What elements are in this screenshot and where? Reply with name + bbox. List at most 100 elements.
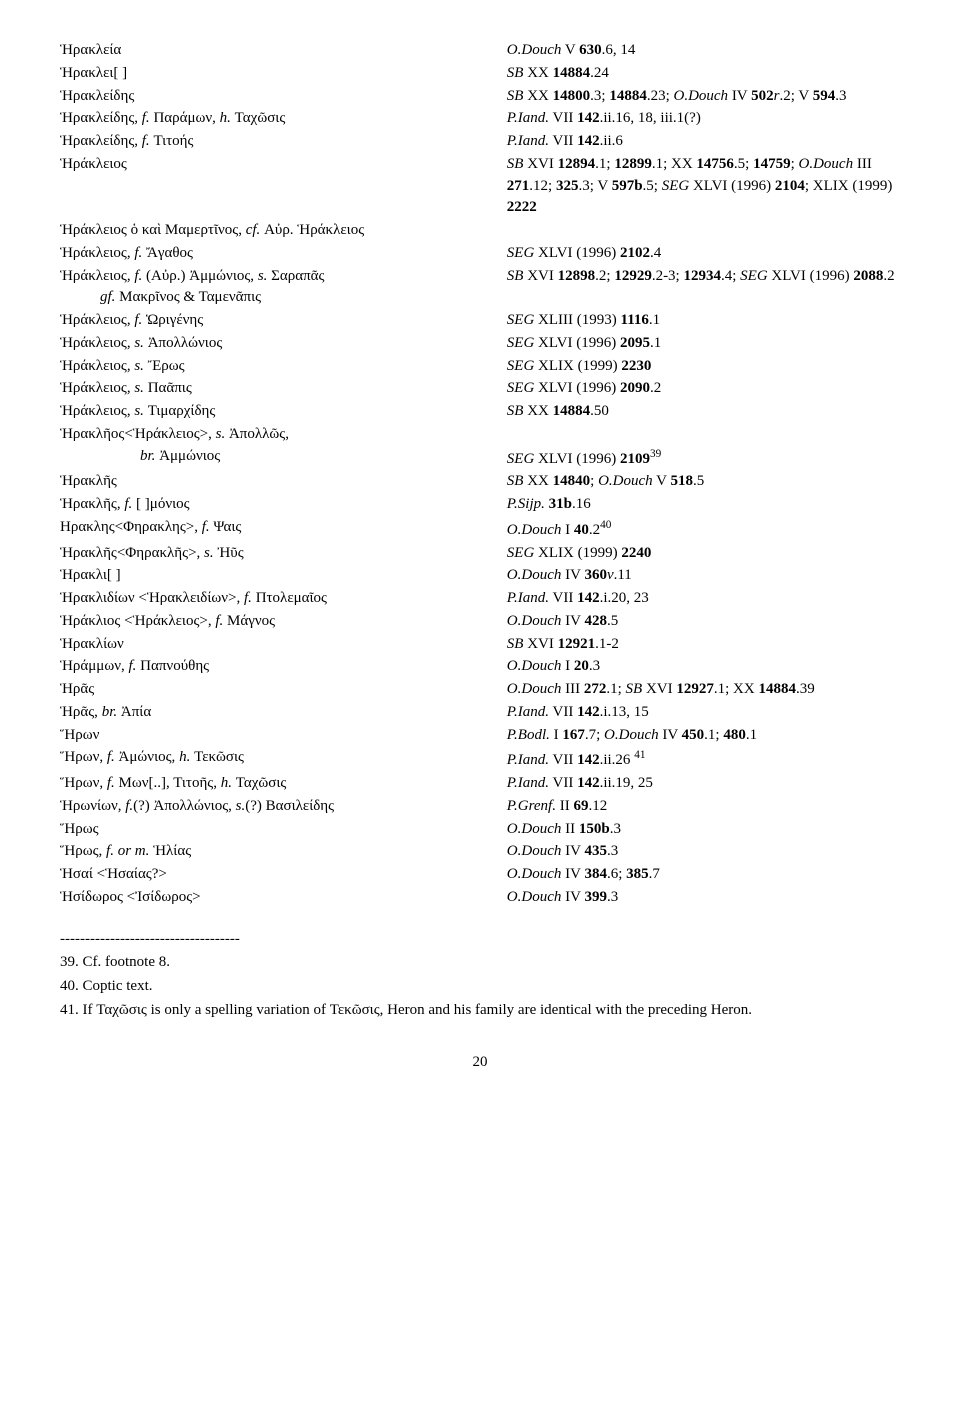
entry-reference: SEG XLIX (1999) 2230 (507, 356, 900, 378)
entry-reference: SEG XLVI (1996) 2095.1 (507, 333, 900, 355)
entries-list: ἩρακλείαO.Douch V 630.6, 14Ἡρακλει[ ]SB … (60, 40, 900, 909)
entry-reference: SB XX 14884.24 (507, 63, 900, 85)
entry-row: Ἡρακλείδης, f. ΤιτοήςP.Iand. VII 142.ii.… (60, 131, 900, 153)
entry-reference: SEG XLVI (1996) 210939 (507, 424, 900, 471)
entry-row: Ἡράκλειος, s. ἜρωςSEG XLIX (1999) 2230 (60, 356, 900, 378)
entry-term: Ἥρων, f. Ἀμώνιος, h. Τεκῶσις (60, 747, 507, 772)
entry-row: ἩρακλίωνSB XVI 12921.1-2 (60, 634, 900, 656)
entry-reference: SB XVI 12921.1-2 (507, 634, 900, 656)
entry-reference: O.Douch IV 399.3 (507, 887, 900, 909)
entry-term: Ἥρων (60, 725, 507, 747)
entry-term: Ἡράκλειος, s. Τιμαρχίδης (60, 401, 507, 423)
entry-term: Ἡράκλιος <Ἡράκλειος>, f. Μάγνος (60, 611, 507, 633)
entry-reference: O.Douch IV 360v.11 (507, 565, 900, 587)
entry-term: Ἡρακλῆος<Ἡράκλειος>, s. Ἀπολλῶς, br. Ἀμμ… (60, 424, 507, 471)
entry-row: Ἡράκλειος, f. ἌγαθοςSEG XLVI (1996) 2102… (60, 243, 900, 265)
entry-term: Ἡράμμων, f. Παπνούθης (60, 656, 507, 678)
entry-term: Ἥρως (60, 819, 507, 841)
entry-reference: P.Iand. VII 142.ii.19, 25 (507, 773, 900, 795)
entry-term: Ἡρακλείδης (60, 86, 507, 108)
entry-row: Ἡράκλειος ὁ καὶ Μαμερτῖνος, cf. Αὐρ. Ἡρά… (60, 220, 900, 242)
entry-reference: O.Douch IV 428.5 (507, 611, 900, 633)
entry-row: Ἡράκλειος, s. ΠαᾶπιςSEG XLVI (1996) 2090… (60, 378, 900, 400)
entry-term: Ἡρακλίων (60, 634, 507, 656)
entry-reference: O.Douch IV 435.3 (507, 841, 900, 863)
entry-reference: P.Iand. VII 142.i.20, 23 (507, 588, 900, 610)
entry-row: Ἡράκλειος, s. ΤιμαρχίδηςSB XX 14884.50 (60, 401, 900, 423)
entry-term: Ἡρακλι[ ] (60, 565, 507, 587)
entry-term: Ἡρακλείδης, f. Παράμων, h. Ταχῶσις (60, 108, 507, 130)
entry-term: Ἡράκλειος, f. Ἄγαθος (60, 243, 507, 265)
entry-row: Ἡρακλιδίων <Ἡρακλειδίων>, f. ΠτολεμαῖοςP… (60, 588, 900, 610)
entry-row: ἭρωςO.Douch II 150b.3 (60, 819, 900, 841)
entry-reference: P.Grenf. II 69.12 (507, 796, 900, 818)
entry-term: Ἡράκλειος (60, 154, 507, 219)
entry-row: Ἡρακλῆος<Ἡράκλειος>, s. Ἀπολλῶς, br. Ἀμμ… (60, 424, 900, 471)
entry-term: Ἡρᾶς (60, 679, 507, 701)
entry-row: Ἡρακλει[ ]SB XX 14884.24 (60, 63, 900, 85)
page-number: 20 (60, 1052, 900, 1074)
entry-reference: P.Iand. VII 142.ii.16, 18, iii.1(?) (507, 108, 900, 130)
entry-term: Ἡρακλεία (60, 40, 507, 62)
footnote-line: 39. Cf. footnote 8. (60, 952, 900, 974)
entry-term: Ἡράκλειος, s. Ἔρως (60, 356, 507, 378)
entry-row: ἩρακλείαO.Douch V 630.6, 14 (60, 40, 900, 62)
entry-reference: P.Sijp. 31b.16 (507, 494, 900, 516)
footnote-line: 41. If Ταχῶσις is only a spelling variat… (60, 1000, 900, 1022)
entry-row: Ἥρως, f. or m. ἩλίαςO.Douch IV 435.3 (60, 841, 900, 863)
footnotes-section: ------------------------------------ 39.… (60, 929, 900, 1022)
entry-term: Ἡρακλῆς<Φηρακλῆς>, s. Ἠῦς (60, 543, 507, 565)
entry-term: Ἥρων, f. Μων[..], Τιτοῆς, h. Ταχῶσις (60, 773, 507, 795)
footnote-separator: ------------------------------------ (60, 929, 900, 951)
entry-row: Ἥρων, f. Ἀμώνιος, h. ΤεκῶσιςP.Iand. VII … (60, 747, 900, 772)
footnote-line: 40. Coptic text. (60, 976, 900, 998)
entry-term: Ἡρακλιδίων <Ἡρακλειδίων>, f. Πτολεμαῖος (60, 588, 507, 610)
entry-reference: P.Iand. VII 142.ii.26 41 (507, 747, 900, 772)
entry-reference: O.Douch II 150b.3 (507, 819, 900, 841)
entry-reference: P.Iand. VII 142.i.13, 15 (507, 702, 900, 724)
entry-row: ἩράκλειοςSB XVI 12894.1; 12899.1; XX 147… (60, 154, 900, 219)
entry-reference: SEG XLIII (1993) 1116.1 (507, 310, 900, 332)
entry-term: Ἥρως, f. or m. Ἡλίας (60, 841, 507, 863)
entry-reference: SB XX 14840; O.Douch V 518.5 (507, 471, 900, 493)
entry-row: ἭρωνP.Bodl. I 167.7; O.Douch IV 450.1; 4… (60, 725, 900, 747)
entry-row: Ἡσαί <Ἡσαίας?>O.Douch IV 384.6; 385.7 (60, 864, 900, 886)
entry-row: Ἡράκλειος, s. ἈπολλώνιοςSEG XLVI (1996) … (60, 333, 900, 355)
entry-row: Ηρακλης<Φηρακλης>, f. ΨαιςO.Douch I 40.2… (60, 517, 900, 542)
entry-reference: O.Douch I 40.240 (507, 517, 900, 542)
entry-row: Ἥρων, f. Μων[..], Τιτοῆς, h. ΤαχῶσιςP.Ia… (60, 773, 900, 795)
entry-reference: SEG XLVI (1996) 2102.4 (507, 243, 900, 265)
entry-term: Ἡράκλειος, f. Ὡριγένης (60, 310, 507, 332)
entry-row: Ἡρακλῆς<Φηρακλῆς>, s. ἨῦςSEG XLIX (1999)… (60, 543, 900, 565)
entry-reference: O.Douch III 272.1; SB XVI 12927.1; XX 14… (507, 679, 900, 701)
entry-reference: P.Iand. VII 142.ii.6 (507, 131, 900, 153)
entry-row: Ἡρακλείδης, f. Παράμων, h. ΤαχῶσιςP.Iand… (60, 108, 900, 130)
entry-term: Ἡσαί <Ἡσαίας?> (60, 864, 507, 886)
entry-reference: P.Bodl. I 167.7; O.Douch IV 450.1; 480.1 (507, 725, 900, 747)
entry-reference: SEG XLVI (1996) 2090.2 (507, 378, 900, 400)
entry-term: Ἡρακλῆς (60, 471, 507, 493)
entry-row: Ἡράκλειος, f. ὩριγένηςSEG XLIII (1993) 1… (60, 310, 900, 332)
entry-reference: O.Douch I 20.3 (507, 656, 900, 678)
entry-reference: O.Douch IV 384.6; 385.7 (507, 864, 900, 886)
entry-row: Ἡρακλῆς, f. [ ]μόνιοςP.Sijp. 31b.16 (60, 494, 900, 516)
entry-row: Ἡρακλι[ ]O.Douch IV 360v.11 (60, 565, 900, 587)
entry-row: ἩρακλείδηςSB XX 14800.3; 14884.23; O.Dou… (60, 86, 900, 108)
entry-term: Ηρακλης<Φηρακλης>, f. Ψαις (60, 517, 507, 542)
entry-term: Ἡράκλειος, s. Παᾶπις (60, 378, 507, 400)
entry-reference (507, 220, 900, 242)
entry-term: Ἡράκλειος ὁ καὶ Μαμερτῖνος, cf. Αὐρ. Ἡρά… (60, 220, 507, 242)
entry-row: Ἡράμμων, f. ΠαπνούθηςO.Douch I 20.3 (60, 656, 900, 678)
entry-reference: SB XVI 12894.1; 12899.1; XX 14756.5; 147… (507, 154, 900, 219)
entry-row: Ἡρᾶς, br. ἈπίαP.Iand. VII 142.i.13, 15 (60, 702, 900, 724)
entry-term: Ἡράκλειος, s. Ἀπολλώνιος (60, 333, 507, 355)
entry-row: Ἡράκλιος <Ἡράκλειος>, f. ΜάγνοςO.Douch I… (60, 611, 900, 633)
entry-term: Ἡρακλείδης, f. Τιτοής (60, 131, 507, 153)
entry-row: ἩρακλῆςSB XX 14840; O.Douch V 518.5 (60, 471, 900, 493)
entry-term: Ἡρακλῆς, f. [ ]μόνιος (60, 494, 507, 516)
entry-term: Ἡρᾶς, br. Ἀπία (60, 702, 507, 724)
entry-reference: O.Douch V 630.6, 14 (507, 40, 900, 62)
entry-term: Ἡρακλει[ ] (60, 63, 507, 85)
entry-reference: SB XX 14884.50 (507, 401, 900, 423)
entry-row: Ἡράκλειος, f. (Αὐρ.) Ἀμμώνιος, s. Σαραπᾶ… (60, 266, 900, 310)
